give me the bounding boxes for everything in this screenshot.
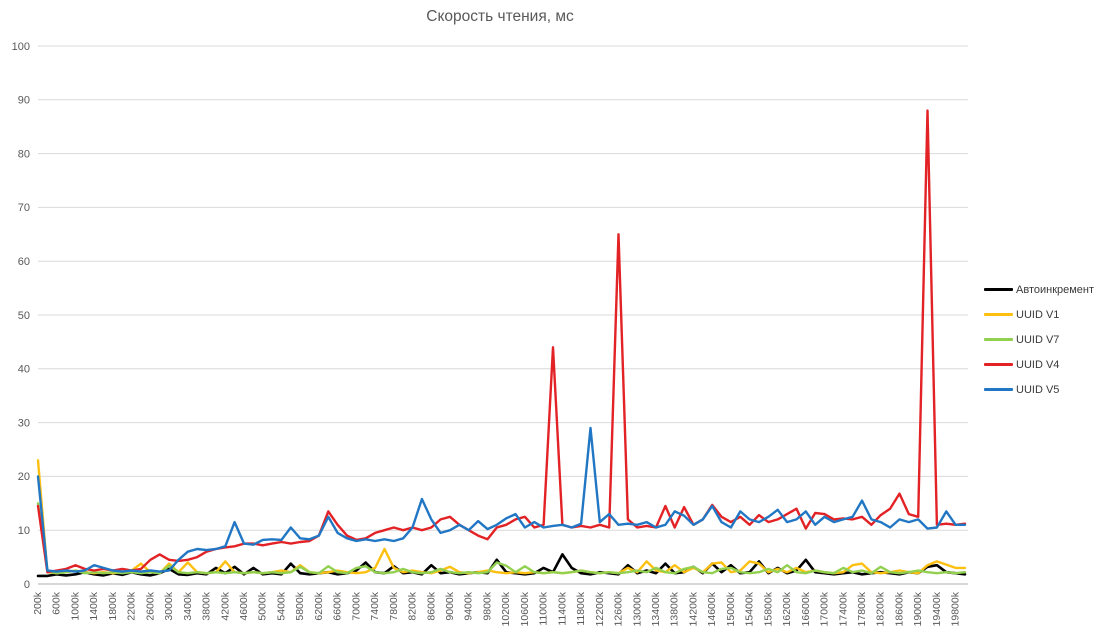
x-tick-label: 11000k: [538, 591, 550, 625]
legend-label: UUID V5: [1016, 383, 1060, 396]
x-tick-label: 8600k: [425, 591, 437, 620]
x-tick-label: 16200k: [781, 591, 793, 626]
legend-item-uuid-v4: UUID V4: [984, 352, 1114, 377]
x-tick-label: 17400k: [837, 591, 849, 626]
legend-swatch: [984, 338, 1013, 341]
x-tick-label: 19800k: [950, 591, 962, 626]
x-tick-label: 5400k: [276, 591, 288, 620]
chart-legend: Автоинкремент UUID V1 UUID V7 UUID V4 UUID V…: [984, 277, 1114, 402]
y-tick-label: 50: [18, 310, 30, 322]
legend-swatch: [984, 313, 1013, 316]
x-tick-label: 17800k: [856, 591, 868, 626]
y-tick-label: 70: [18, 202, 30, 214]
x-tick-label: 2200k: [126, 591, 138, 620]
x-tick-label: 1400k: [88, 591, 100, 620]
y-tick-label: 40: [18, 364, 30, 376]
y-tick-label: 80: [18, 148, 30, 160]
x-tick-label: 3400k: [182, 591, 194, 620]
y-tick-label: 100: [12, 41, 30, 53]
x-tick-label: 3800k: [201, 591, 213, 620]
x-tick-label: 14600k: [706, 591, 718, 626]
x-tick-label: 18600k: [894, 591, 906, 626]
x-tick-label: 11400k: [556, 591, 568, 625]
y-tick-label: 10: [18, 525, 30, 537]
legend-label: UUID V7: [1016, 333, 1060, 346]
x-tick-label: 7800k: [388, 591, 400, 620]
x-tick-label: 7400k: [369, 591, 381, 620]
x-tick-label: 5000k: [257, 591, 269, 620]
chart-title: Скорость чтения, мс: [426, 8, 574, 25]
x-tick-label: 16600k: [800, 591, 812, 626]
x-tick-label: 18200k: [875, 591, 887, 626]
y-tick-label: 90: [18, 95, 30, 107]
x-tick-label: 10200k: [500, 591, 512, 626]
x-tick-label: 14200k: [688, 591, 700, 626]
x-tick-label: 13400k: [650, 591, 662, 626]
legend-swatch: [984, 388, 1013, 391]
legend-item-uuid-v1: UUID V1: [984, 302, 1114, 327]
x-tick-label: 13000k: [631, 591, 643, 626]
x-tick-label: 10600k: [519, 591, 531, 626]
legend-label: UUID V1: [1016, 308, 1060, 321]
x-tick-label: 12200k: [594, 591, 606, 626]
x-tick-label: 3000k: [163, 591, 175, 620]
x-tick-label: 15800k: [762, 591, 774, 626]
x-tick-label: 1800k: [107, 591, 119, 620]
x-tick-label: 2600k: [144, 591, 156, 620]
x-tick-label: 13800k: [669, 591, 681, 626]
y-tick-label: 20: [18, 471, 30, 483]
x-tick-label: 17000k: [819, 591, 831, 626]
x-tick-label: 15400k: [744, 591, 756, 626]
x-tick-label: 7000k: [350, 591, 362, 620]
y-tick-label: 30: [18, 417, 30, 429]
x-tick-label: 600k: [51, 591, 63, 615]
series-line-автоинкремент: [36, 553, 967, 578]
legend-label: Автоинкремент: [1016, 283, 1095, 296]
x-tick-label: 200k: [32, 591, 44, 615]
x-tick-label: 9800k: [482, 591, 494, 620]
x-tick-label: 9400k: [463, 591, 475, 620]
x-tick-label: 4200k: [219, 591, 231, 620]
x-tick-label: 6600k: [332, 591, 344, 620]
series-line-uuid-v4: [36, 109, 967, 574]
x-tick-label: 1000k: [70, 591, 82, 620]
legend-swatch: [984, 288, 1013, 291]
x-tick-label: 19400k: [931, 591, 943, 626]
x-tick-label: 5800k: [294, 591, 306, 620]
x-tick-label: 8200k: [407, 591, 419, 620]
x-tick-label: 19000k: [912, 591, 924, 626]
legend-label: UUID V4: [1016, 358, 1060, 371]
legend-swatch: [984, 363, 1013, 366]
legend-item-uuid-v5: UUID V5: [984, 377, 1114, 402]
x-tick-label: 4600k: [238, 591, 250, 620]
x-tick-label: 11800k: [575, 591, 587, 625]
series-line-uuid-v7: [36, 502, 967, 575]
x-tick-label: 12600k: [613, 591, 625, 626]
x-tick-label: 9000k: [444, 591, 456, 620]
x-tick-label: 15000k: [725, 591, 737, 626]
legend-item-автоинкремент: Автоинкремент: [984, 277, 1114, 302]
y-tick-label: 0: [24, 579, 30, 591]
x-tick-label: 6200k: [313, 591, 325, 620]
legend-item-uuid-v7: UUID V7: [984, 327, 1114, 352]
y-tick-label: 60: [18, 256, 30, 268]
series-line-uuid-v5: [36, 426, 967, 573]
